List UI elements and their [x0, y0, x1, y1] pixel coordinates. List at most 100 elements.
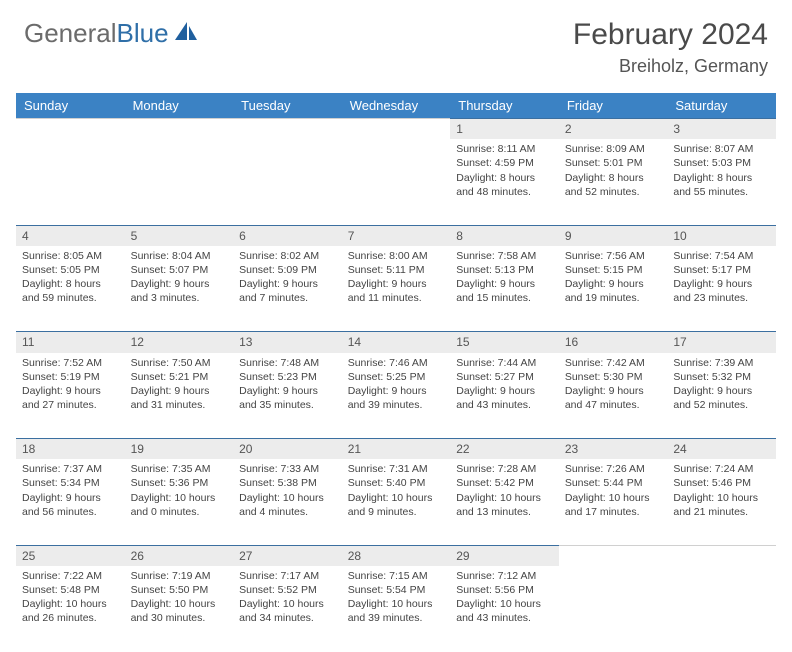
day-number-cell: 26 [125, 545, 234, 566]
day2-text: and 48 minutes. [456, 185, 553, 199]
day1-text: Daylight: 9 hours [239, 384, 336, 398]
day2-text: and 34 minutes. [239, 611, 336, 625]
day-detail-cell: Sunrise: 7:42 AMSunset: 5:30 PMDaylight:… [559, 353, 668, 439]
sunrise-text: Sunrise: 8:00 AM [348, 249, 445, 263]
day-detail-cell: Sunrise: 8:11 AMSunset: 4:59 PMDaylight:… [450, 139, 559, 225]
day1-text: Daylight: 8 hours [456, 171, 553, 185]
sunset-text: Sunset: 5:38 PM [239, 476, 336, 490]
day-detail-cell: Sunrise: 8:02 AMSunset: 5:09 PMDaylight:… [233, 246, 342, 332]
sunrise-text: Sunrise: 7:54 AM [673, 249, 770, 263]
day1-text: Daylight: 10 hours [348, 491, 445, 505]
day-detail-cell [233, 139, 342, 225]
day-number-cell: 8 [450, 225, 559, 246]
sunset-text: Sunset: 5:11 PM [348, 263, 445, 277]
sunrise-text: Sunrise: 7:35 AM [131, 462, 228, 476]
sunrise-text: Sunrise: 7:58 AM [456, 249, 553, 263]
day-number-cell: 21 [342, 439, 451, 460]
day2-text: and 52 minutes. [673, 398, 770, 412]
day2-text: and 39 minutes. [348, 611, 445, 625]
day1-text: Daylight: 9 hours [22, 384, 119, 398]
day-number-cell: 11 [16, 332, 125, 353]
day-number-cell [16, 119, 125, 140]
sunset-text: Sunset: 5:01 PM [565, 156, 662, 170]
day2-text: and 15 minutes. [456, 291, 553, 305]
day-number-cell: 7 [342, 225, 451, 246]
day-detail-cell: Sunrise: 7:35 AMSunset: 5:36 PMDaylight:… [125, 459, 234, 545]
day1-text: Daylight: 9 hours [239, 277, 336, 291]
day-number-cell: 25 [16, 545, 125, 566]
day-detail-cell [16, 139, 125, 225]
day-header: Thursday [450, 93, 559, 119]
day2-text: and 59 minutes. [22, 291, 119, 305]
sunset-text: Sunset: 5:23 PM [239, 370, 336, 384]
day-detail-cell: Sunrise: 7:44 AMSunset: 5:27 PMDaylight:… [450, 353, 559, 439]
day-detail-cell: Sunrise: 7:24 AMSunset: 5:46 PMDaylight:… [667, 459, 776, 545]
day2-text: and 35 minutes. [239, 398, 336, 412]
day2-text: and 9 minutes. [348, 505, 445, 519]
day-number-cell: 10 [667, 225, 776, 246]
sunset-text: Sunset: 5:44 PM [565, 476, 662, 490]
sunset-text: Sunset: 5:56 PM [456, 583, 553, 597]
day-number-cell: 28 [342, 545, 451, 566]
day-number-row: 45678910 [16, 225, 776, 246]
day-number-cell: 17 [667, 332, 776, 353]
sunset-text: Sunset: 5:17 PM [673, 263, 770, 277]
day-detail-cell: Sunrise: 8:07 AMSunset: 5:03 PMDaylight:… [667, 139, 776, 225]
day-detail-row: Sunrise: 8:11 AMSunset: 4:59 PMDaylight:… [16, 139, 776, 225]
day-number-cell: 23 [559, 439, 668, 460]
day-number-cell [559, 545, 668, 566]
day1-text: Daylight: 10 hours [456, 597, 553, 611]
sunset-text: Sunset: 5:36 PM [131, 476, 228, 490]
day-number-cell [125, 119, 234, 140]
sunrise-text: Sunrise: 8:09 AM [565, 142, 662, 156]
day-detail-cell: Sunrise: 7:22 AMSunset: 5:48 PMDaylight:… [16, 566, 125, 652]
sunrise-text: Sunrise: 7:56 AM [565, 249, 662, 263]
sunset-text: Sunset: 5:27 PM [456, 370, 553, 384]
day-detail-cell: Sunrise: 7:58 AMSunset: 5:13 PMDaylight:… [450, 246, 559, 332]
day-detail-row: Sunrise: 7:37 AMSunset: 5:34 PMDaylight:… [16, 459, 776, 545]
day-detail-row: Sunrise: 8:05 AMSunset: 5:05 PMDaylight:… [16, 246, 776, 332]
day-detail-row: Sunrise: 7:22 AMSunset: 5:48 PMDaylight:… [16, 566, 776, 652]
sunrise-text: Sunrise: 7:24 AM [673, 462, 770, 476]
day-number-cell: 12 [125, 332, 234, 353]
sunrise-text: Sunrise: 7:52 AM [22, 356, 119, 370]
day1-text: Daylight: 10 hours [131, 597, 228, 611]
sunrise-text: Sunrise: 7:33 AM [239, 462, 336, 476]
day2-text: and 43 minutes. [456, 398, 553, 412]
day-header: Sunday [16, 93, 125, 119]
day-number-cell: 5 [125, 225, 234, 246]
day-detail-cell: Sunrise: 7:12 AMSunset: 5:56 PMDaylight:… [450, 566, 559, 652]
day-number-cell: 1 [450, 119, 559, 140]
day-detail-cell: Sunrise: 7:15 AMSunset: 5:54 PMDaylight:… [342, 566, 451, 652]
sunset-text: Sunset: 5:03 PM [673, 156, 770, 170]
day-detail-cell: Sunrise: 7:56 AMSunset: 5:15 PMDaylight:… [559, 246, 668, 332]
day-detail-row: Sunrise: 7:52 AMSunset: 5:19 PMDaylight:… [16, 353, 776, 439]
sunrise-text: Sunrise: 7:46 AM [348, 356, 445, 370]
day-header: Saturday [667, 93, 776, 119]
day-detail-cell: Sunrise: 8:00 AMSunset: 5:11 PMDaylight:… [342, 246, 451, 332]
calendar-body: 1 23 Sunrise: 8:11 AMSunset: 4:59 PMDaylig… [16, 119, 776, 652]
day2-text: and 4 minutes. [239, 505, 336, 519]
sunrise-text: Sunrise: 7:42 AM [565, 356, 662, 370]
day-number-cell [342, 119, 451, 140]
sunrise-text: Sunrise: 8:04 AM [131, 249, 228, 263]
day-detail-cell: Sunrise: 7:37 AMSunset: 5:34 PMDaylight:… [16, 459, 125, 545]
day-detail-cell: Sunrise: 7:46 AMSunset: 5:25 PMDaylight:… [342, 353, 451, 439]
day-number-cell: 15 [450, 332, 559, 353]
sunrise-text: Sunrise: 7:50 AM [131, 356, 228, 370]
day-detail-cell: Sunrise: 7:48 AMSunset: 5:23 PMDaylight:… [233, 353, 342, 439]
day1-text: Daylight: 9 hours [673, 277, 770, 291]
day-number-cell: 20 [233, 439, 342, 460]
day-number-row: 18192021222324 [16, 439, 776, 460]
day1-text: Daylight: 9 hours [565, 384, 662, 398]
sunrise-text: Sunrise: 8:07 AM [673, 142, 770, 156]
day1-text: Daylight: 9 hours [22, 491, 119, 505]
sunrise-text: Sunrise: 7:44 AM [456, 356, 553, 370]
sunset-text: Sunset: 5:54 PM [348, 583, 445, 597]
day-detail-cell: Sunrise: 8:04 AMSunset: 5:07 PMDaylight:… [125, 246, 234, 332]
sunrise-text: Sunrise: 8:11 AM [456, 142, 553, 156]
day1-text: Daylight: 8 hours [673, 171, 770, 185]
day2-text: and 56 minutes. [22, 505, 119, 519]
title-block: February 2024 Breiholz, Germany [573, 18, 768, 77]
sunrise-text: Sunrise: 7:31 AM [348, 462, 445, 476]
